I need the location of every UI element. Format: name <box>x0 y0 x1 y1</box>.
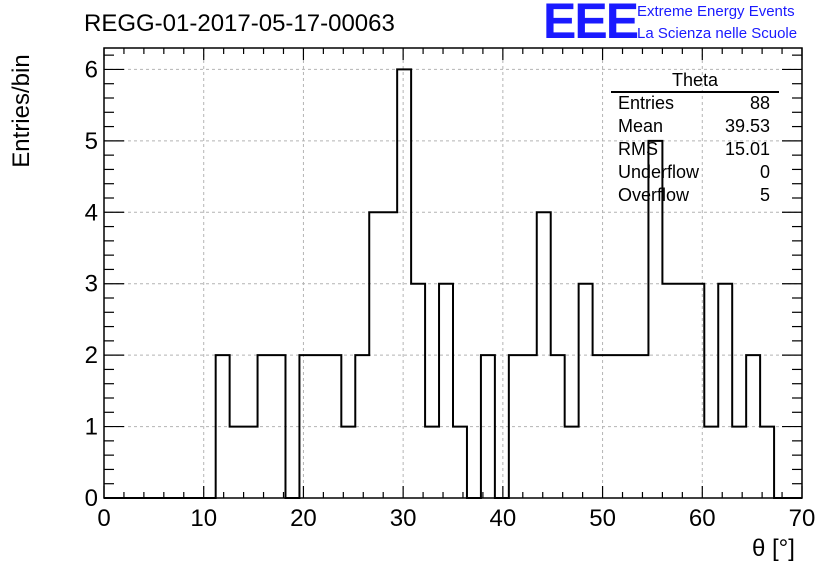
stats-value: 0 <box>759 162 770 182</box>
axis-ticks <box>103 48 803 499</box>
stats-row-entries: Entries 88 <box>611 93 779 116</box>
x-tick-label: 30 <box>390 505 417 532</box>
y-tick-label: 6 <box>85 56 98 83</box>
stats-value: 88 <box>749 93 770 113</box>
brand-line-2: La Scienza nelle Scuole <box>637 25 798 42</box>
stats-label: RMS <box>618 139 658 159</box>
stats-title: Theta <box>611 70 779 93</box>
x-tick-label: 0 <box>97 505 110 532</box>
stats-label: Overflow <box>618 185 690 205</box>
stats-row-rms: RMS 15.01 <box>611 139 779 162</box>
stats-value: 39.53 <box>724 116 770 136</box>
x-tick-label: 70 <box>789 505 816 532</box>
x-tick-label: 40 <box>490 505 517 532</box>
stats-row-mean: Mean 39.53 <box>611 116 779 139</box>
stats-label: Underflow <box>618 162 700 182</box>
y-tick-label: 0 <box>85 485 98 512</box>
stats-label: Mean <box>618 116 664 136</box>
eee-logo: EEE <box>543 0 639 49</box>
y-tick-label: 5 <box>85 128 98 155</box>
stats-value: 5 <box>759 185 770 205</box>
y-tick-label: 2 <box>85 342 98 369</box>
y-tick-label: 4 <box>85 199 98 226</box>
plot-frame <box>103 47 803 499</box>
x-axis-label: θ [°] <box>752 535 795 562</box>
stats-row-underflow: Underflow 0 <box>611 162 779 185</box>
stats-value: 15.01 <box>724 139 770 159</box>
y-tick-label: 1 <box>85 414 98 441</box>
x-tick-label: 20 <box>290 505 317 532</box>
stats-row-overflow: Overflow 5 <box>611 185 779 208</box>
chart-title: REGG-01-2017-05-17-00063 <box>84 10 395 37</box>
stats-box: Theta Entries 88 Mean 39.53 RMS 15.01 Un… <box>611 70 779 208</box>
x-tick-label: 10 <box>190 505 217 532</box>
y-tick-label: 3 <box>85 271 98 298</box>
brand-line-1: Extreme Energy Events <box>637 3 795 20</box>
y-axis-label: Entries/bin <box>8 54 35 168</box>
x-tick-label: 60 <box>689 505 716 532</box>
stats-label: Entries <box>618 93 675 113</box>
x-tick-label: 50 <box>589 505 616 532</box>
